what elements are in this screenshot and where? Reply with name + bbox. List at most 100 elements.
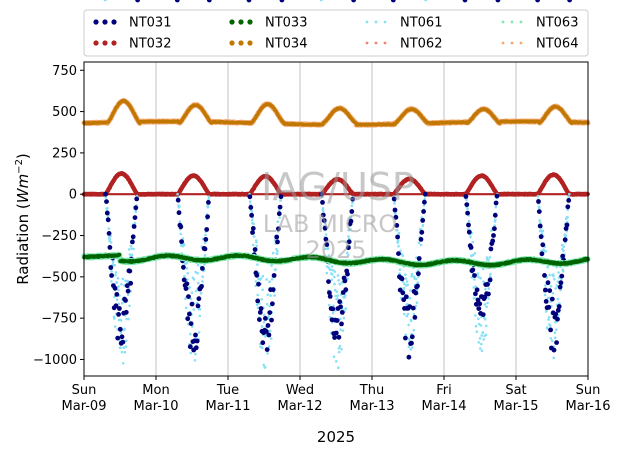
point-nt031	[495, 0, 501, 3]
point-nt031	[566, 198, 572, 203]
point-nt061	[553, 278, 556, 281]
point-nt061	[480, 334, 484, 337]
point-nt031	[562, 237, 568, 243]
point-nt061	[176, 192, 179, 196]
point-nt031	[416, 256, 422, 261]
point-nt061	[474, 324, 478, 328]
point-nt031	[351, 0, 356, 3]
point-nt061	[126, 293, 130, 296]
point-nt061	[339, 328, 342, 332]
legend-item-nt061: NT061	[365, 16, 442, 31]
point-nt061	[489, 272, 492, 276]
point-nt061	[554, 287, 557, 290]
point-nt031	[254, 272, 260, 278]
point-nt061	[335, 297, 339, 301]
point-nt031	[205, 214, 211, 220]
point-nt031	[536, 209, 542, 215]
point-nt031	[542, 273, 547, 278]
legend-marker	[93, 19, 99, 25]
point-nt061	[557, 271, 560, 274]
legend-item-nt031: NT031	[93, 16, 171, 31]
point-nt031	[422, 199, 427, 205]
point-nt031	[468, 245, 474, 250]
point-nt031	[258, 306, 264, 311]
point-nt061	[185, 261, 189, 265]
point-nt031	[117, 306, 122, 311]
point-nt061	[407, 345, 411, 349]
legend-marker	[374, 41, 378, 45]
point-nt061	[553, 336, 557, 340]
point-nt061	[104, 196, 108, 199]
point-nt061	[406, 283, 410, 287]
point-nt061	[325, 271, 329, 275]
point-nt031	[545, 280, 551, 286]
point-nt031	[487, 277, 493, 283]
point-nt031	[257, 317, 262, 322]
legend-item-nt062: NT062	[365, 37, 442, 52]
point-nt031	[200, 266, 205, 271]
point-nt031	[103, 191, 108, 197]
point-nt061	[481, 331, 485, 334]
point-nt031	[189, 301, 195, 307]
point-nt061	[333, 270, 337, 273]
point-nt061	[124, 279, 127, 283]
point-nt061	[398, 268, 402, 272]
point-nt031	[420, 218, 426, 223]
plot-area: IAG/USP LAB MICRO 2025	[81, 0, 591, 377]
point-nt061	[479, 276, 482, 280]
point-nt061	[120, 350, 124, 354]
point-nt061	[186, 272, 189, 275]
point-nt061	[402, 286, 406, 290]
point-nt061	[255, 240, 258, 244]
legend-marker	[383, 20, 387, 24]
legend-marker	[501, 41, 505, 45]
point-nt061	[183, 275, 186, 278]
point-nt061	[335, 290, 339, 294]
point-nt061	[194, 352, 197, 356]
point-nt061	[127, 317, 130, 321]
point-nt061	[410, 275, 414, 278]
point-nt031	[181, 277, 187, 283]
legend-item-nt033: NT033	[229, 16, 307, 31]
point-nt061	[471, 240, 475, 244]
point-nt061	[407, 323, 410, 327]
point-nt031	[130, 234, 136, 240]
point-nt031	[492, 226, 497, 232]
point-nt031	[128, 280, 134, 286]
point-nt061	[538, 206, 541, 210]
point-nt061	[254, 280, 258, 283]
point-nt061	[482, 338, 486, 341]
point-nt061	[269, 329, 272, 333]
point-nt031	[187, 311, 192, 317]
point-nt031	[547, 288, 553, 293]
point-nt061	[552, 356, 555, 360]
point-nt061	[198, 314, 202, 318]
point-nt031	[334, 318, 340, 323]
point-nt031	[109, 273, 114, 278]
point-nt061	[193, 359, 197, 362]
point-nt031	[418, 237, 424, 242]
point-nt061	[549, 324, 552, 328]
point-nt031	[174, 0, 180, 3]
point-nt031	[535, 0, 540, 3]
legend-marker	[111, 40, 117, 46]
point-nt061	[484, 288, 487, 291]
legend-item-nt034: NT034	[229, 37, 307, 52]
point-nt031	[403, 294, 409, 300]
point-nt031	[193, 345, 199, 351]
point-nt061	[414, 277, 418, 281]
point-nt031	[492, 212, 498, 218]
point-nt031	[332, 335, 337, 340]
point-nt061	[421, 224, 425, 227]
legend-marker	[247, 40, 253, 46]
point-nt031	[271, 273, 277, 278]
legend-marker	[383, 41, 387, 45]
point-nt031	[204, 227, 210, 232]
point-nt061	[127, 248, 131, 251]
point-nt061	[125, 339, 128, 343]
legend-marker	[365, 41, 369, 45]
point-nt031	[336, 334, 342, 340]
point-nt061	[269, 294, 272, 297]
point-nt061	[196, 263, 200, 267]
point-nt061	[199, 291, 203, 295]
